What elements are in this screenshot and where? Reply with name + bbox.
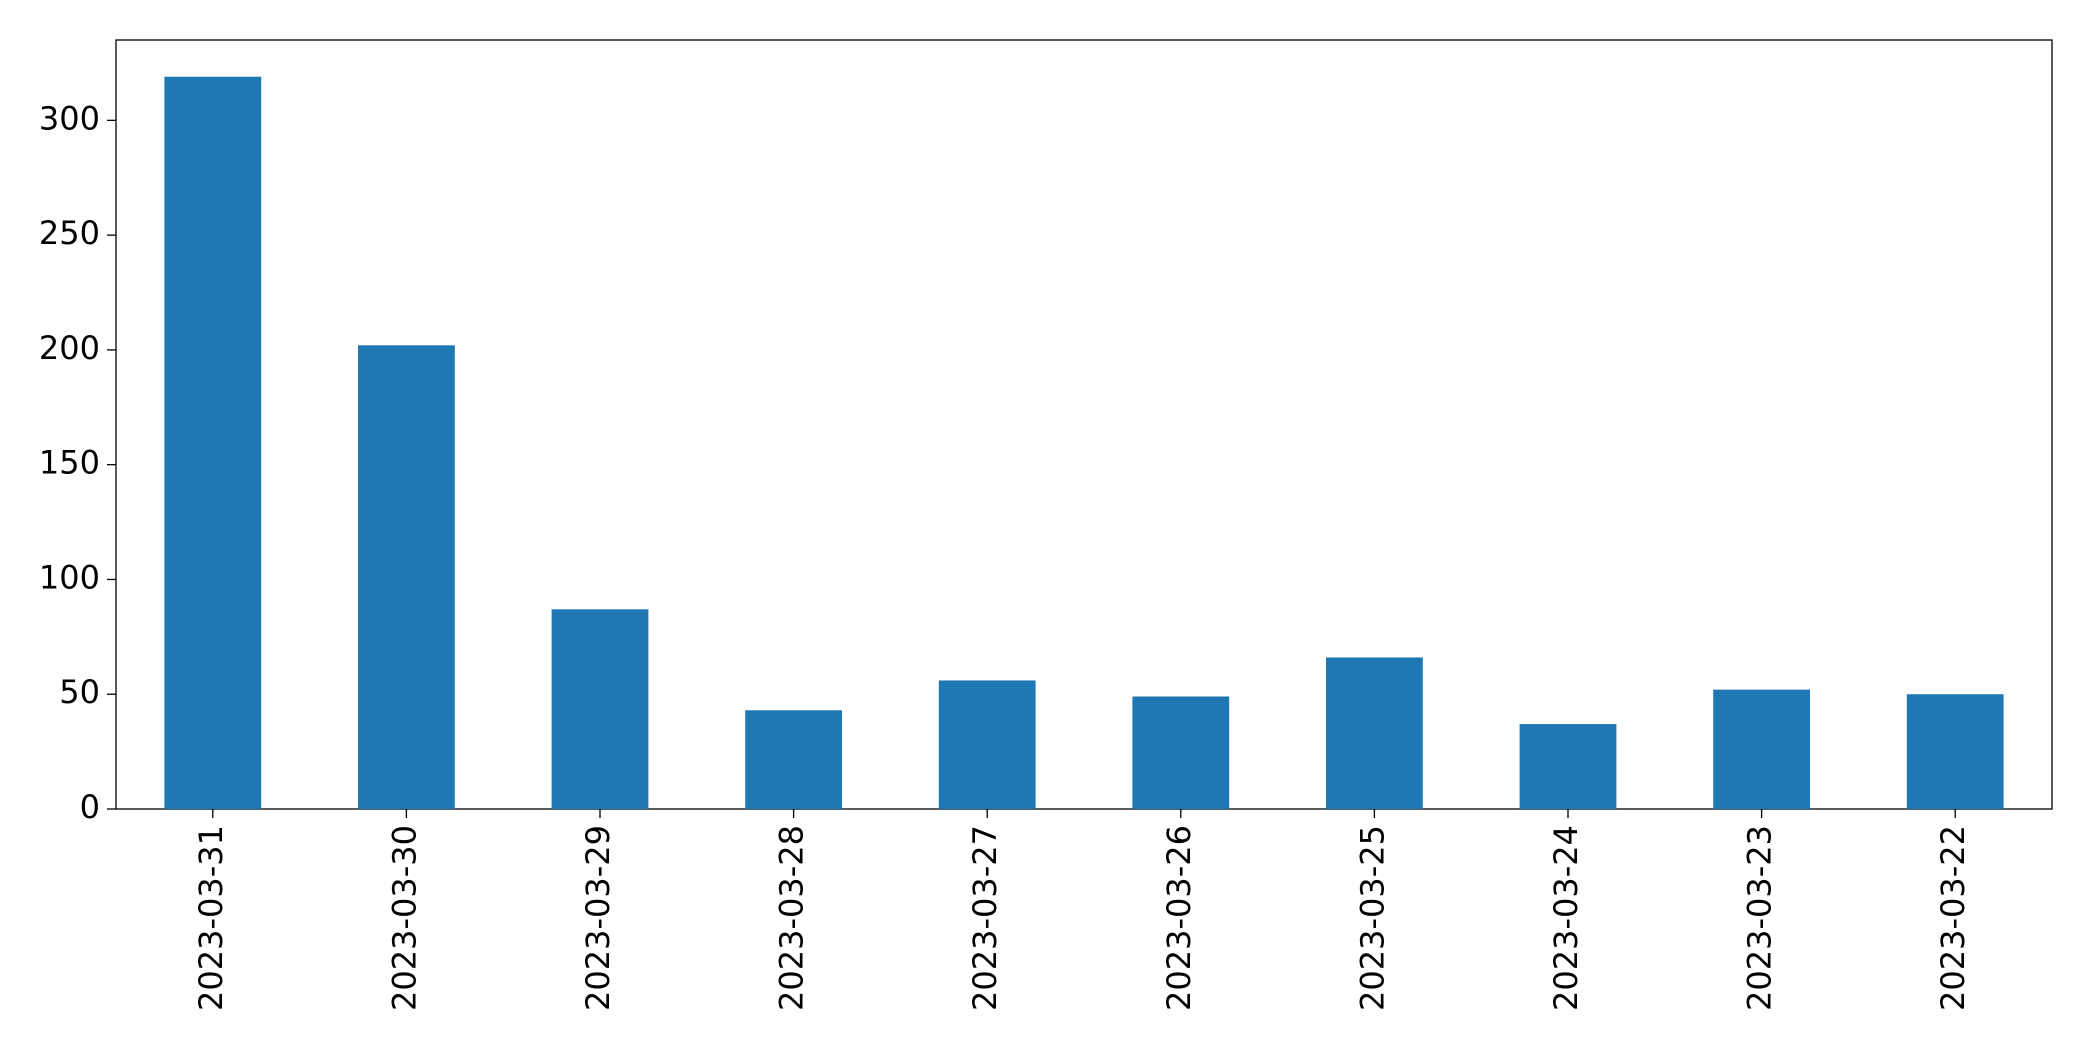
bar	[1132, 696, 1230, 809]
bar	[551, 609, 649, 809]
x-tick-label: 2023-03-22	[1934, 825, 1972, 1011]
x-tick-label: 2023-03-25	[1353, 825, 1391, 1011]
y-tick-label: 0	[80, 788, 100, 826]
y-tick-label: 50	[59, 673, 100, 711]
x-tick-label: 2023-03-31	[192, 825, 230, 1011]
bar	[745, 710, 842, 809]
y-tick-label: 200	[39, 329, 100, 367]
x-tick-label: 2023-03-30	[385, 825, 423, 1011]
bar	[1906, 694, 2004, 809]
bar	[358, 345, 455, 809]
bar	[164, 76, 262, 810]
x-tick-label: 2023-03-24	[1547, 825, 1585, 1011]
plot-frame	[115, 39, 2053, 810]
y-tick-label: 150	[39, 444, 100, 482]
bar	[1519, 724, 1617, 809]
x-tick-label: 2023-03-28	[773, 825, 811, 1011]
x-tick-label: 2023-03-23	[1741, 825, 1779, 1011]
y-tick-label: 300	[39, 99, 100, 137]
bar	[1326, 657, 1423, 809]
x-tick-label: 2023-03-26	[1160, 825, 1198, 1011]
x-tick-label: 2023-03-27	[966, 825, 1004, 1011]
x-tick-label: 2023-03-29	[579, 825, 617, 1011]
y-tick-label: 100	[39, 558, 100, 596]
y-tick-label: 250	[39, 214, 100, 252]
bar	[938, 680, 1036, 809]
bar	[1713, 689, 1810, 809]
